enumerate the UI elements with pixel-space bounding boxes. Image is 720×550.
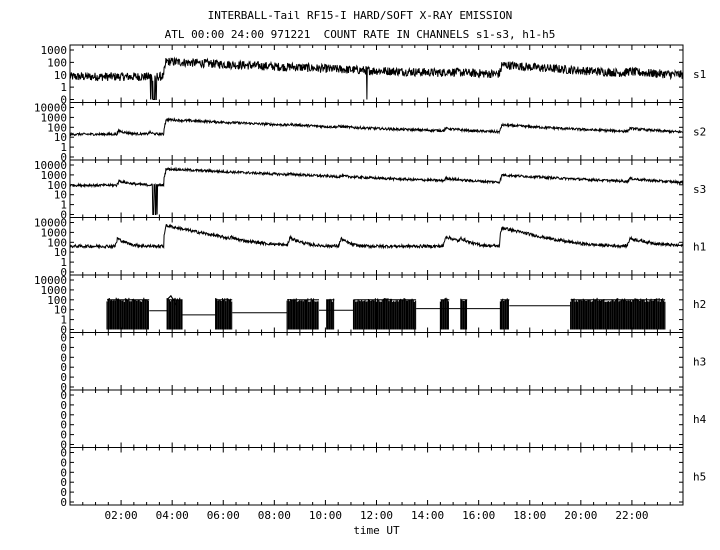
y-tick-label: 0 <box>60 429 67 442</box>
panel-frame-h4 <box>69 389 684 448</box>
x-tick-label: 10:00 <box>309 509 342 522</box>
x-tick-label: 12:00 <box>360 509 393 522</box>
panel-frame-h5 <box>69 447 684 506</box>
x-tick-label: 02:00 <box>105 509 138 522</box>
series-h2-peak <box>166 294 178 307</box>
y-tick-label: 10000 <box>34 159 67 172</box>
y-tick-label: 0 <box>60 381 67 394</box>
y-tick-label: 0 <box>60 151 67 164</box>
channel-label-s1: s1 <box>693 68 706 81</box>
series-s2 <box>69 117 684 137</box>
y-tick-label: 0 <box>60 324 67 337</box>
x-tick-label: 22:00 <box>615 509 648 522</box>
y-tick-label: 0 <box>60 456 67 469</box>
y-tick-label: 0 <box>60 341 67 354</box>
x-tick-label: 04:00 <box>156 509 189 522</box>
y-tick-label: 100 <box>47 121 67 134</box>
x-axis-label: time UT <box>353 524 400 537</box>
channel-label-s3: s3 <box>693 183 706 196</box>
y-tick-label: 0 <box>60 476 67 489</box>
panel-frame-s2 <box>69 102 684 161</box>
y-tick-label: 1 <box>60 141 67 154</box>
x-tick-label: 14:00 <box>411 509 444 522</box>
y-tick-label: 1000 <box>41 44 68 57</box>
y-tick-label: 100 <box>47 179 67 192</box>
channel-label-h2: h2 <box>693 298 706 311</box>
y-tick-label: 100 <box>47 294 67 307</box>
y-tick-label: 0 <box>60 496 67 509</box>
panel-frame-h3 <box>69 332 684 391</box>
y-tick-label: 0 <box>60 332 67 345</box>
x-tick-label: 08:00 <box>258 509 291 522</box>
y-tick-label: 0 <box>60 361 67 374</box>
y-tick-label: 0 <box>60 419 67 432</box>
y-tick-label: 0 <box>60 447 67 460</box>
x-tick-label: 16:00 <box>462 509 495 522</box>
y-tick-label: 1 <box>60 256 67 269</box>
y-tick-label: 10 <box>54 131 67 144</box>
y-tick-label: 0 <box>60 486 67 499</box>
chart-title: INTERBALL-Tail RF15-I HARD/SOFT X-RAY EM… <box>207 9 513 22</box>
y-tick-label: 0 <box>60 439 67 452</box>
y-tick-label: 1 <box>60 199 67 212</box>
y-tick-label: 10 <box>54 246 67 259</box>
y-tick-label: 100 <box>47 56 67 69</box>
y-tick-label: 0 <box>60 371 67 384</box>
y-tick-label: 10000 <box>34 274 67 287</box>
y-tick-label: 100 <box>47 236 67 249</box>
x-tick-label: 20:00 <box>564 509 597 522</box>
y-tick-label: 0 <box>60 266 67 279</box>
y-tick-label: 1000 <box>41 111 68 124</box>
y-tick-label: 1000 <box>41 226 68 239</box>
y-tick-label: 1000 <box>41 284 68 297</box>
y-tick-label: 1 <box>60 81 67 94</box>
y-tick-label: 0 <box>60 399 67 412</box>
series-s1 <box>69 56 684 100</box>
y-tick-label: 1000 <box>41 169 68 182</box>
y-tick-label: 10 <box>54 304 67 317</box>
channel-label-h4: h4 <box>693 413 707 426</box>
y-tick-label: 0 <box>60 351 67 364</box>
y-tick-label: 1 <box>60 314 67 327</box>
series-s3 <box>69 166 684 215</box>
channel-label-s2: s2 <box>693 125 706 138</box>
chart-subtitle: ATL 00:00 24:00 971221 COUNT RATE IN CHA… <box>164 28 556 41</box>
y-tick-label: 0 <box>60 389 67 402</box>
y-tick-label: 0 <box>60 466 67 479</box>
panel-frame-s3 <box>69 159 684 218</box>
series-h2-quiet <box>149 305 571 316</box>
y-tick-label: 0 <box>60 94 67 107</box>
x-tick-label: 06:00 <box>207 509 240 522</box>
y-tick-label: 10 <box>54 69 67 82</box>
x-tick-label: 18:00 <box>513 509 546 522</box>
y-tick-label: 10000 <box>34 102 67 115</box>
y-tick-label: 0 <box>60 409 67 422</box>
series-h1 <box>69 223 684 250</box>
channel-label-h5: h5 <box>693 470 706 483</box>
channel-label-h3: h3 <box>693 355 706 368</box>
y-tick-label: 0 <box>60 209 67 222</box>
series-h2-bursts <box>106 297 666 330</box>
y-tick-label: 10000 <box>34 217 67 230</box>
y-tick-label: 10 <box>54 189 67 202</box>
channel-label-h1: h1 <box>693 240 706 253</box>
